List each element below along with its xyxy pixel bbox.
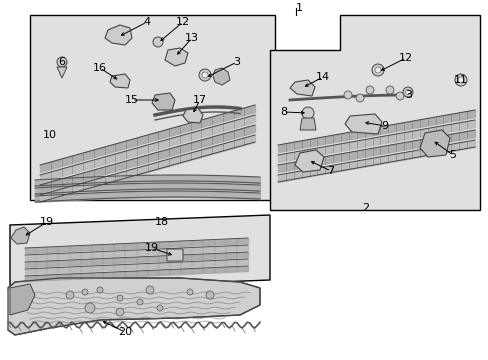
Text: 3: 3: [233, 57, 240, 67]
Text: 20: 20: [118, 327, 132, 337]
Circle shape: [385, 86, 393, 94]
Circle shape: [117, 295, 123, 301]
Circle shape: [365, 86, 373, 94]
Text: 9: 9: [381, 121, 388, 131]
Circle shape: [116, 308, 124, 316]
Circle shape: [457, 77, 463, 83]
Text: 16: 16: [93, 63, 107, 73]
Text: 18: 18: [155, 217, 169, 227]
Polygon shape: [110, 74, 130, 88]
Text: 6: 6: [59, 57, 65, 67]
Text: 17: 17: [193, 95, 206, 105]
Text: 15: 15: [125, 95, 139, 105]
Circle shape: [66, 291, 74, 299]
Text: 11: 11: [453, 75, 467, 85]
Polygon shape: [183, 108, 203, 123]
Text: 19: 19: [144, 243, 159, 253]
Polygon shape: [10, 284, 35, 315]
Polygon shape: [269, 15, 479, 210]
Text: 12: 12: [398, 53, 412, 63]
Polygon shape: [105, 25, 132, 45]
Circle shape: [302, 107, 313, 119]
Text: 13: 13: [184, 33, 199, 43]
Circle shape: [405, 90, 409, 94]
Circle shape: [371, 64, 383, 76]
Polygon shape: [289, 80, 314, 96]
Text: 2: 2: [362, 203, 369, 213]
Polygon shape: [345, 114, 381, 134]
Polygon shape: [294, 150, 324, 172]
Polygon shape: [164, 48, 187, 66]
Text: 19: 19: [40, 217, 54, 227]
Polygon shape: [10, 215, 269, 290]
Polygon shape: [11, 227, 30, 244]
Polygon shape: [8, 278, 260, 335]
Circle shape: [202, 72, 207, 78]
FancyBboxPatch shape: [167, 249, 183, 261]
Circle shape: [137, 299, 142, 305]
Circle shape: [343, 91, 351, 99]
Circle shape: [374, 67, 380, 73]
Text: 7: 7: [327, 166, 334, 176]
Circle shape: [153, 37, 163, 47]
Circle shape: [157, 305, 163, 311]
Circle shape: [82, 289, 88, 295]
Polygon shape: [419, 130, 449, 157]
Circle shape: [97, 287, 103, 293]
Polygon shape: [30, 15, 274, 200]
Text: 12: 12: [176, 17, 190, 27]
Circle shape: [186, 289, 193, 295]
Circle shape: [199, 69, 210, 81]
Polygon shape: [57, 67, 67, 78]
Text: 4: 4: [143, 17, 150, 27]
Circle shape: [85, 303, 95, 313]
Circle shape: [205, 291, 214, 299]
Polygon shape: [152, 93, 175, 110]
Text: 5: 5: [448, 150, 456, 160]
Circle shape: [355, 94, 363, 102]
Circle shape: [454, 74, 466, 86]
Polygon shape: [213, 68, 229, 85]
Text: 3: 3: [405, 90, 412, 100]
Text: 1: 1: [295, 3, 303, 13]
Text: 10: 10: [43, 130, 57, 140]
Circle shape: [402, 87, 412, 97]
Text: 8: 8: [280, 107, 287, 117]
Circle shape: [146, 286, 154, 294]
Text: 14: 14: [315, 72, 329, 82]
Circle shape: [395, 92, 403, 100]
Polygon shape: [299, 118, 315, 130]
Circle shape: [57, 57, 67, 67]
